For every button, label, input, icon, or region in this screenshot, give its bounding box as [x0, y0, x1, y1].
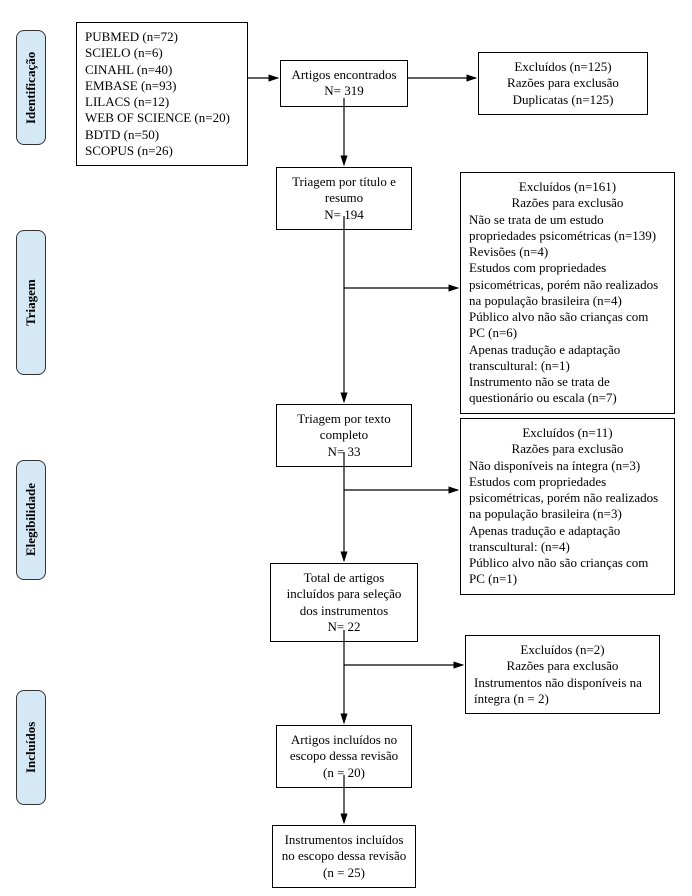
excl-line: Apenas tradução e adaptação transcultura…	[469, 523, 666, 556]
stage-label-text: Triagem	[23, 279, 39, 326]
stage-incluidos: Incluídos	[16, 690, 46, 805]
source-line: EMBASE (n=93)	[85, 78, 239, 94]
box-title: Triagem por texto completo	[285, 411, 403, 444]
excl-line: Não se trata de um estudo propriedades p…	[469, 212, 666, 245]
excl-line: Não disponíveis na íntegra (n=3)	[469, 458, 666, 474]
excl-line: Razões para exclusão	[469, 441, 666, 457]
source-line: SCOPUS (n=26)	[85, 143, 239, 159]
source-line: SCIELO (n=6)	[85, 45, 239, 61]
source-line: BDTD (n=50)	[85, 127, 239, 143]
source-line: LILACS (n=12)	[85, 94, 239, 110]
sources-box: PUBMED (n=72) SCIELO (n=6) CINAHL (n=40)…	[76, 22, 248, 166]
box-n: N= 33	[285, 444, 403, 460]
screen-title-box: Triagem por título e resumo N= 194	[276, 167, 412, 230]
excl4-box: Excluídos (n=2) Razões para exclusão Ins…	[465, 635, 660, 714]
excl-line: Público alvo não são crianças com PC (n=…	[469, 309, 666, 342]
excl2-box: Excluídos (n=161) Razões para exclusão N…	[460, 172, 675, 414]
box-n: (n = 25)	[281, 865, 407, 881]
excl3-box: Excluídos (n=11) Razões para exclusão Nã…	[460, 418, 675, 595]
box-title: Instrumentos incluídos no escopo dessa r…	[281, 832, 407, 865]
box-n: N= 319	[289, 83, 399, 99]
found-box: Artigos encontrados N= 319	[280, 60, 408, 107]
excl-line: Excluídos (n=161)	[469, 179, 666, 195]
excl-line: Excluídos (n=125)	[487, 59, 639, 75]
stage-triagem: Triagem	[16, 230, 46, 375]
screen-full-box: Triagem por texto completo N= 33	[276, 404, 412, 467]
excl-line: Duplicatas (n=125)	[487, 92, 639, 108]
box-n: N= 22	[279, 619, 409, 635]
excl-line: Instrumentos não disponíveis na íntegra …	[474, 675, 651, 708]
excl-line: Excluídos (n=2)	[474, 642, 651, 658]
box-title: Total de artigos incluídos para seleção …	[279, 570, 409, 619]
excl1-box: Excluídos (n=125) Razões para exclusão D…	[478, 52, 648, 115]
excl-line: Público alvo não são crianças com PC (n=…	[469, 555, 666, 588]
total-sel-box: Total de artigos incluídos para seleção …	[270, 563, 418, 642]
excl-line: Razões para exclusão	[469, 195, 666, 211]
stage-label-text: Incluídos	[23, 722, 39, 773]
stage-label-text: Elegibilidade	[23, 484, 39, 557]
box-n: N= 194	[285, 207, 403, 223]
stage-elegibilidade: Elegibilidade	[16, 460, 46, 580]
included-ins-box: Instrumentos incluídos no escopo dessa r…	[272, 825, 416, 888]
box-title: Artigos incluídos no escopo dessa revisã…	[285, 732, 403, 765]
excl-line: Apenas tradução e adaptação transcultura…	[469, 342, 666, 375]
stage-identificacao: Identificação	[16, 30, 46, 145]
source-line: PUBMED (n=72)	[85, 29, 239, 45]
box-title: Triagem por título e resumo	[285, 174, 403, 207]
excl-line: Estudos com propriedades psicométricas, …	[469, 474, 666, 523]
excl-line: Revisões (n=4)	[469, 244, 666, 260]
source-line: CINAHL (n=40)	[85, 62, 239, 78]
box-n: (n = 20)	[285, 765, 403, 781]
excl-line: Excluídos (n=11)	[469, 425, 666, 441]
stage-label-text: Identificação	[23, 51, 39, 123]
excl-line: Estudos com propriedades psicométricas, …	[469, 260, 666, 309]
excl-line: Razões para exclusão	[474, 658, 651, 674]
excl-line: Instrumento não se trata de questionário…	[469, 374, 666, 407]
box-title: Artigos encontrados	[289, 67, 399, 83]
included-art-box: Artigos incluídos no escopo dessa revisã…	[276, 725, 412, 788]
excl-line: Razões para exclusão	[487, 75, 639, 91]
source-line: WEB OF SCIENCE (n=20)	[85, 110, 239, 126]
